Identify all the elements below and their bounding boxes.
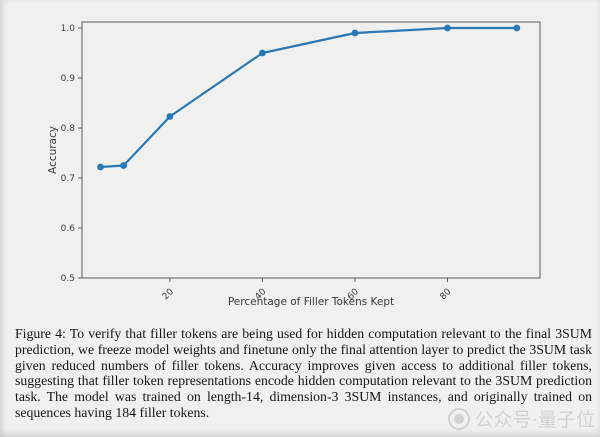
y-tick-label: 0.6 (61, 224, 76, 234)
x-tick-label: 20 (161, 287, 176, 302)
y-tick-label: 0.8 (61, 124, 76, 134)
data-point-marker (351, 29, 359, 37)
x-axis-label: Percentage of Filler Tokens Kept (228, 296, 394, 308)
data-point-marker (259, 49, 266, 57)
y-tick-label: 0.9 (61, 74, 76, 84)
data-point-marker (120, 162, 128, 169)
data-point-marker (444, 24, 451, 32)
figure-caption-text: To verify that filler tokens are being u… (15, 326, 593, 420)
data-point-marker (97, 163, 104, 171)
plot-border (81, 21, 541, 279)
accuracy-line (99, 26, 518, 169)
figure-caption: Figure 4: To verify that filler tokens a… (15, 326, 592, 421)
data-point-marker (166, 113, 174, 120)
data-point-marker (513, 24, 521, 32)
figure-caption-label: Figure 4: (15, 326, 66, 341)
y-tick-label: 0.7 (61, 174, 75, 184)
accuracy-chart: 0.5 0.6 0.7 0.8 0.9 1.0 20 40 60 80 Percentage of … (47, 21, 541, 308)
y-axis-label: Accuracy (47, 126, 59, 174)
y-tick-label: 1.0 (61, 24, 76, 34)
y-tick-label: 0.5 (61, 274, 75, 284)
x-tick-label: 80 (438, 287, 453, 302)
